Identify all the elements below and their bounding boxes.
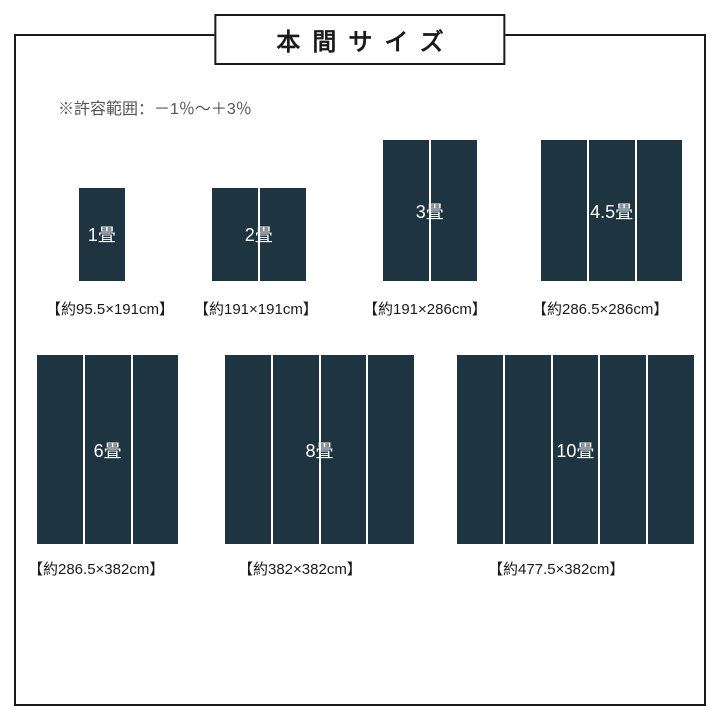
tatami-label: 3畳 (416, 198, 444, 224)
tatami-mat (367, 354, 415, 545)
tatami-caption-jo4_5: 【約286.5×286cm】 (532, 298, 668, 319)
page-title: 本間サイズ (214, 14, 505, 65)
tatami-mat (224, 354, 272, 545)
tatami-caption-jo2: 【約191×191cm】 (194, 298, 318, 319)
tatami-jo2: 2畳 (211, 187, 307, 283)
tatami-caption-jo1: 【約95.5×191cm】 (46, 298, 174, 319)
tatami-label: 1畳 (88, 221, 116, 247)
tatami-mat (36, 354, 84, 545)
tatami-label: 4.5畳 (590, 198, 633, 224)
tatami-mat (132, 354, 180, 545)
tatami-label: 6畳 (94, 437, 122, 463)
tatami-jo8: 8畳 (224, 354, 415, 545)
tatami-caption-jo6: 【約286.5×382cm】 (28, 558, 164, 579)
tatami-jo10: 10畳 (456, 354, 695, 545)
tatami-mat (599, 354, 647, 545)
tatami-mat (647, 354, 695, 545)
tatami-mat (504, 354, 552, 545)
tatami-mat (540, 139, 588, 282)
tatami-caption-jo8: 【約382×382cm】 (238, 558, 362, 579)
tatami-mat (636, 139, 684, 282)
tatami-label: 2畳 (245, 221, 273, 247)
tatami-jo3: 3畳 (382, 139, 478, 282)
tatami-jo4_5: 4.5畳 (540, 139, 683, 282)
tatami-mat (456, 354, 504, 545)
tatami-jo6: 6畳 (36, 354, 179, 545)
tatami-caption-jo10: 【約477.5×382cm】 (488, 558, 624, 579)
tolerance-note: ※許容範囲：－1％～＋3％ (58, 95, 252, 119)
tatami-jo1: 1畳 (78, 187, 126, 283)
tatami-caption-jo3: 【約191×286cm】 (363, 298, 487, 319)
tatami-label: 10畳 (556, 437, 594, 463)
tatami-label: 8畳 (305, 437, 333, 463)
